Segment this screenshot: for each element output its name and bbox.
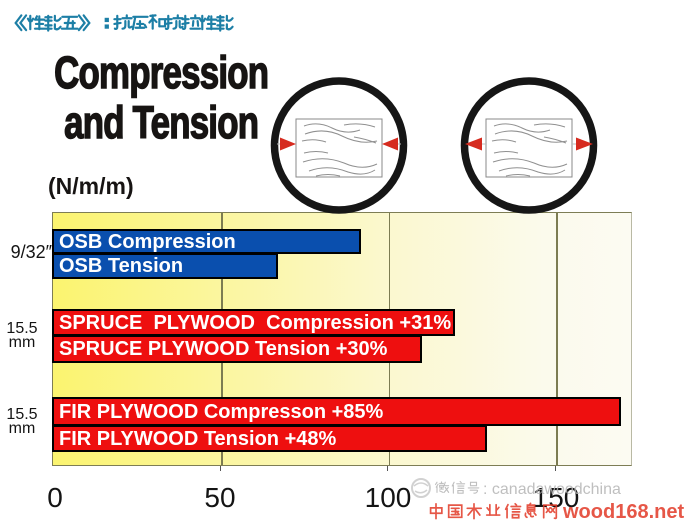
svg-text:wood168.net: wood168.net	[562, 501, 684, 523]
svg-text:: canadawoodchina: : canadawoodchina	[483, 481, 621, 498]
